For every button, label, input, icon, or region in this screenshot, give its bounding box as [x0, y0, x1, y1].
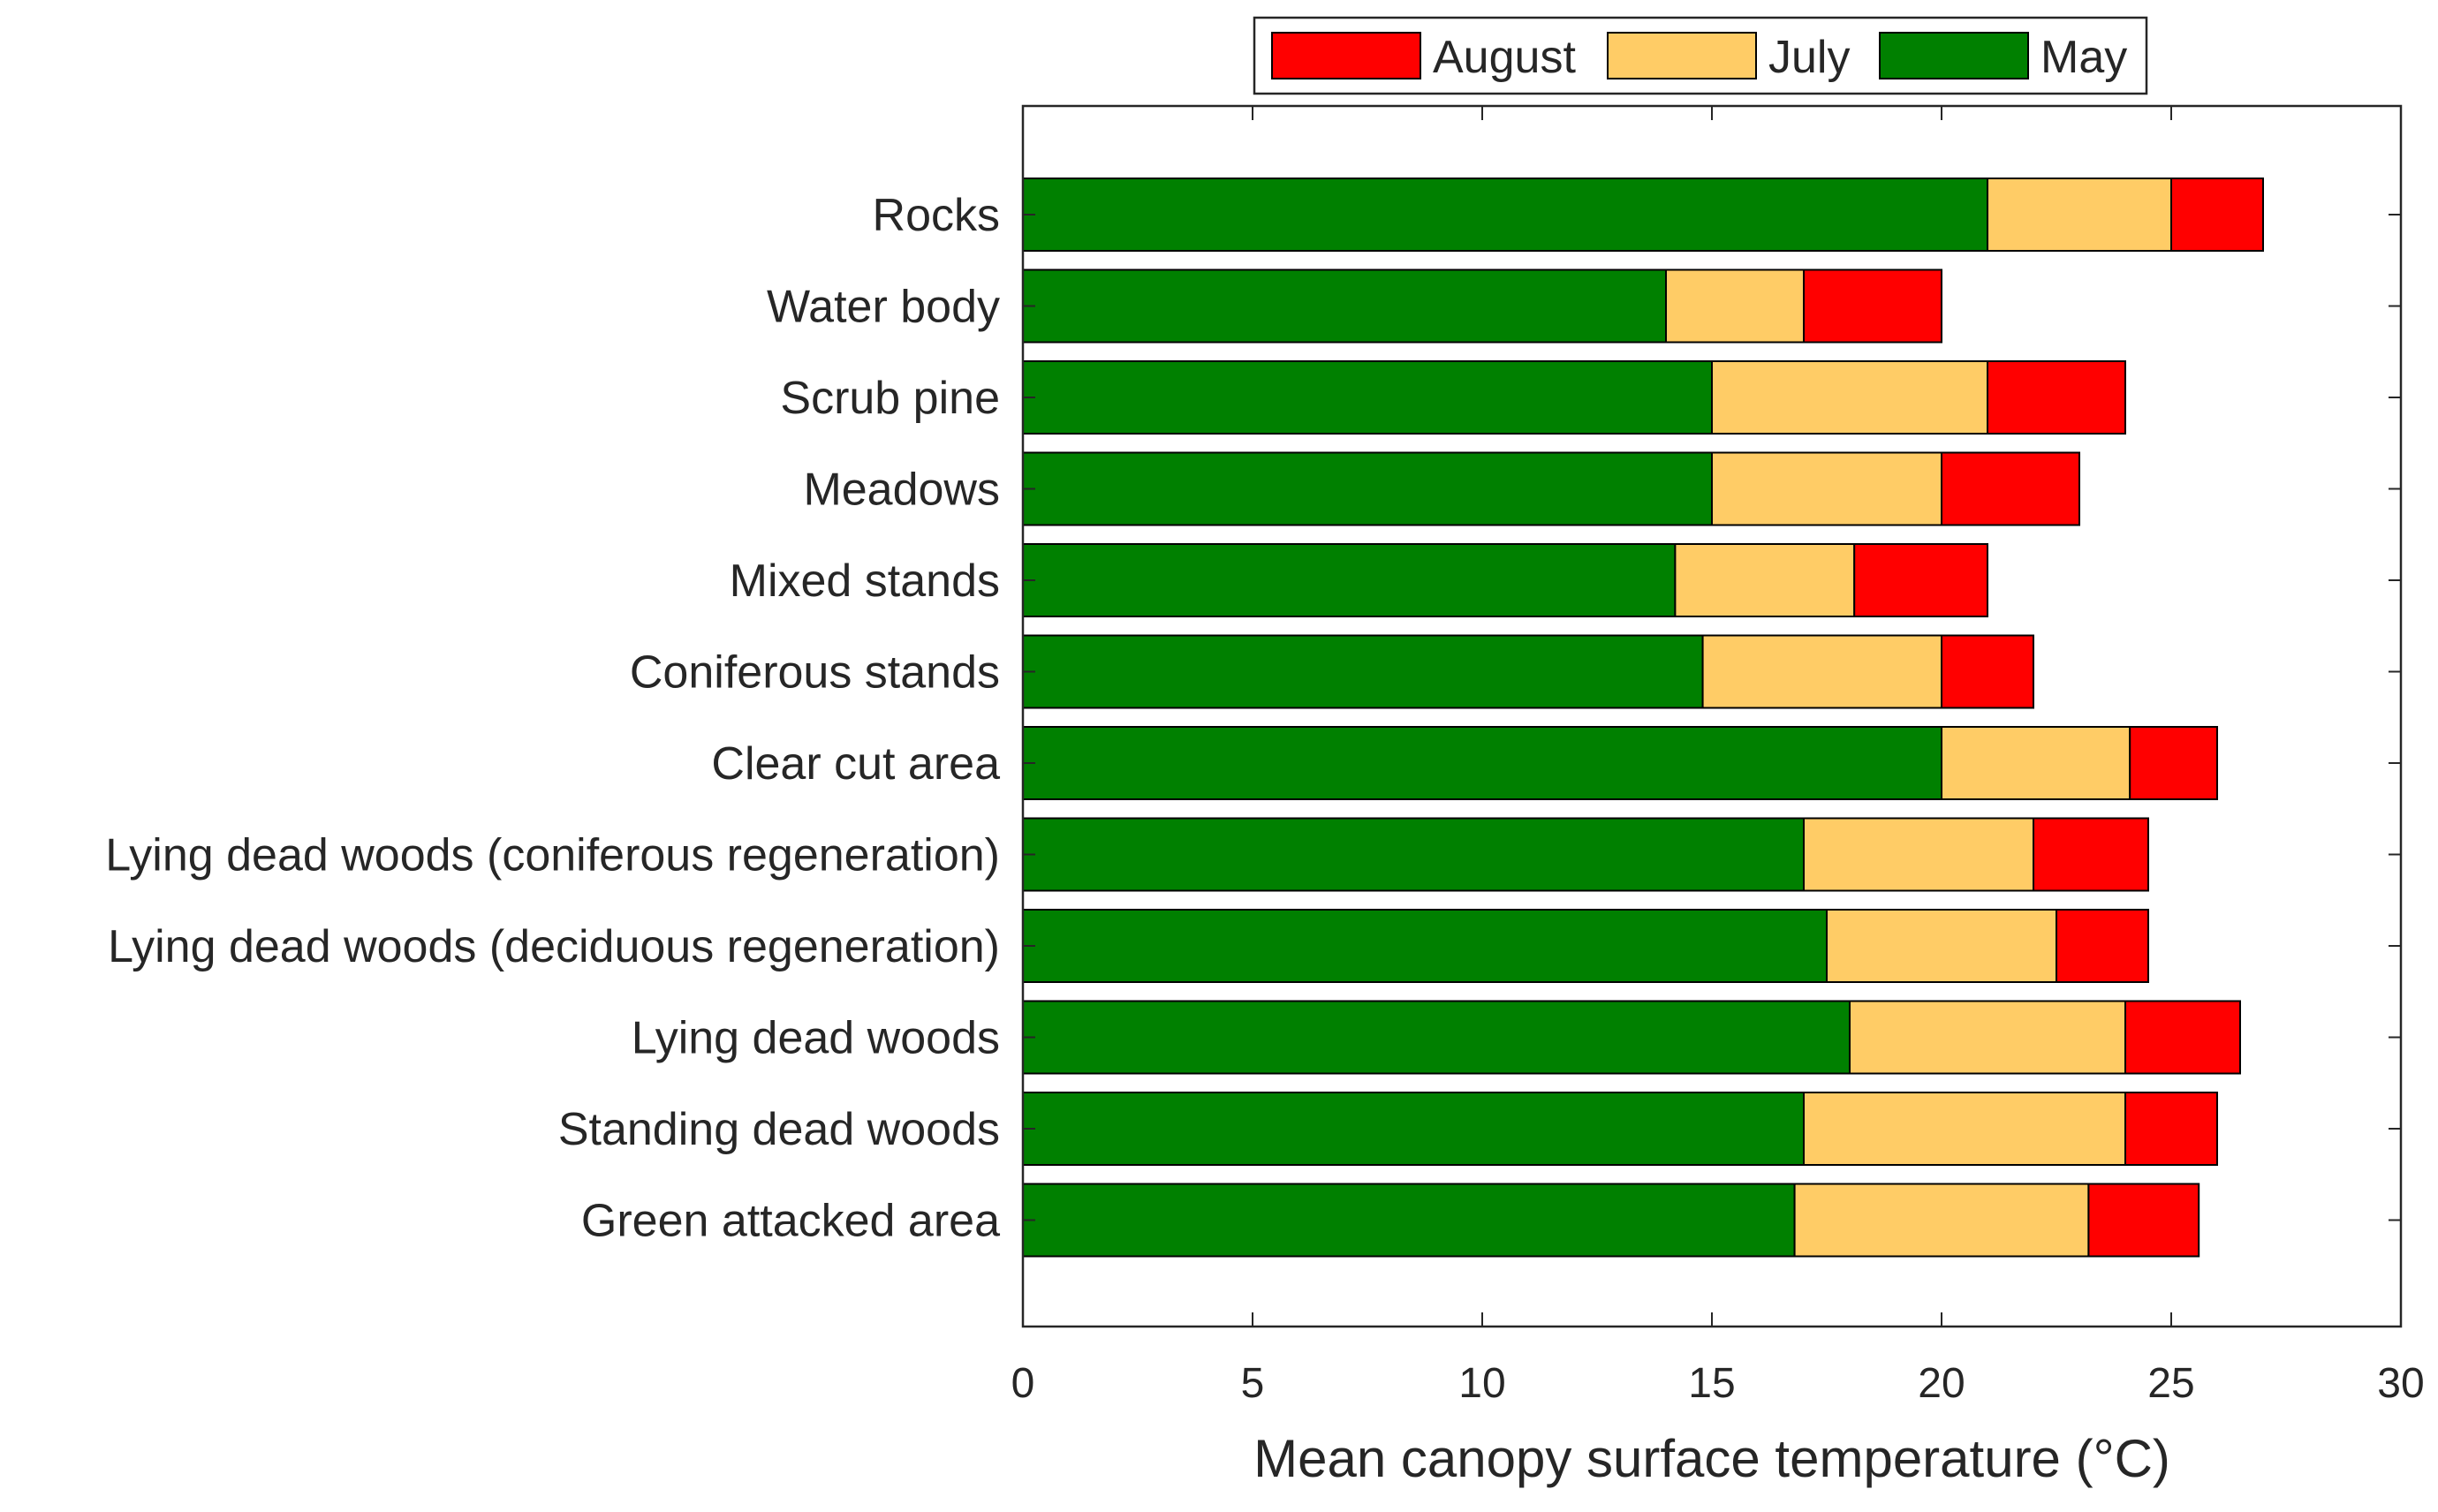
x-tick-label: 5: [1241, 1360, 1265, 1407]
category-label: Water body: [767, 282, 1000, 333]
bars-group: [1022, 178, 2264, 1258]
bar-may-lying-dead-woods-deciduous-regeneration: [1022, 909, 1828, 983]
bar-july-water-body: [1665, 268, 1805, 344]
bar-may-rocks: [1022, 178, 1988, 252]
bar-august-water-body: [1803, 268, 1942, 344]
bar-july-mixed-stands: [1674, 543, 1856, 617]
bar-may-lying-dead-woods-coniferous-regeneration: [1022, 817, 1805, 892]
category-labels: Rocks Water body Scrub pine Meadows Mixed st…: [105, 190, 2401, 1247]
x-tick-label: 25: [2147, 1360, 2194, 1407]
bar-august-lying-dead-woods-coniferous-regeneration: [2033, 817, 2149, 892]
bar-may-green-attacked-area: [1022, 1183, 1796, 1258]
x-tick-label: 10: [1458, 1360, 1505, 1407]
bar-july-green-attacked-area: [1793, 1183, 2090, 1258]
bar-august-meadows: [1941, 451, 2080, 526]
bar-may-mixed-stands: [1022, 543, 1677, 617]
x-tick-label: 0: [1011, 1360, 1035, 1407]
bar-may-clear-cut-area: [1022, 726, 1942, 800]
bar-august-lying-dead-woods: [2124, 1000, 2241, 1075]
bar-july-coniferous-stands: [1701, 634, 1942, 709]
legend-swatch-july: [1607, 32, 1757, 79]
bar-may-standing-dead-woods: [1022, 1092, 1805, 1166]
category-label: Lying dead woods: [632, 1013, 1000, 1064]
category-label: Coniferous stands: [630, 647, 1000, 699]
x-axis-title: Mean canopy surface temperature (°C): [1253, 1429, 2170, 1488]
bar-july-lying-dead-woods-coniferous-regeneration: [1803, 817, 2034, 892]
bar-july-standing-dead-woods: [1803, 1092, 2126, 1166]
bar-may-meadows: [1022, 451, 1713, 526]
legend-label-august: August: [1433, 32, 1576, 83]
bar-august-scrub-pine: [1987, 360, 2126, 435]
legend-label-may: May: [2040, 32, 2127, 83]
bar-july-meadows: [1711, 451, 1942, 526]
bar-august-lying-dead-woods-deciduous-regeneration: [2056, 909, 2149, 983]
category-label: Clear cut area: [711, 738, 1000, 790]
bar-july-lying-dead-woods-deciduous-regeneration: [1826, 909, 2057, 983]
legend-items: August July May: [1271, 32, 2127, 83]
bar-july-clear-cut-area: [1941, 726, 2131, 800]
category-label: Lying dead woods (coniferous regeneratio…: [105, 830, 1000, 881]
bar-may-coniferous-stands: [1022, 634, 1704, 709]
bar-august-clear-cut-area: [2129, 726, 2218, 800]
category-label: Green attacked area: [581, 1196, 1000, 1247]
bar-july-rocks: [1987, 178, 2172, 252]
bar-august-coniferous-stands: [1941, 634, 2034, 709]
category-label: Rocks: [873, 190, 1000, 241]
legend-label-july: July: [1768, 32, 1850, 83]
bar-august-standing-dead-woods: [2124, 1092, 2218, 1166]
category-label: Lying dead woods (deciduous regeneration…: [108, 921, 1000, 972]
category-label: Meadows: [803, 465, 1000, 516]
legend-swatch-may: [1879, 32, 2029, 79]
legend: August July May: [1253, 16, 2148, 95]
x-axis-ticks: 0 5 10 15 20 25 30: [1011, 106, 2425, 1407]
bar-august-mixed-stands: [1853, 543, 1988, 617]
x-tick-label: 30: [2377, 1360, 2424, 1407]
bar-may-water-body: [1022, 268, 1667, 344]
x-tick-label: 20: [1918, 1360, 1965, 1407]
category-label: Standing dead woods: [558, 1104, 1000, 1155]
bar-august-rocks: [2170, 178, 2264, 252]
bar-july-scrub-pine: [1711, 360, 1988, 435]
category-label: Mixed stands: [730, 556, 1000, 607]
legend-swatch-august: [1271, 32, 1421, 79]
x-tick-label: 15: [1688, 1360, 1735, 1407]
category-label: Scrub pine: [780, 373, 1000, 424]
bar-july-lying-dead-woods: [1849, 1000, 2126, 1075]
bar-may-scrub-pine: [1022, 360, 1713, 435]
bar-august-green-attacked-area: [2087, 1183, 2200, 1258]
bar-may-lying-dead-woods: [1022, 1000, 1851, 1075]
